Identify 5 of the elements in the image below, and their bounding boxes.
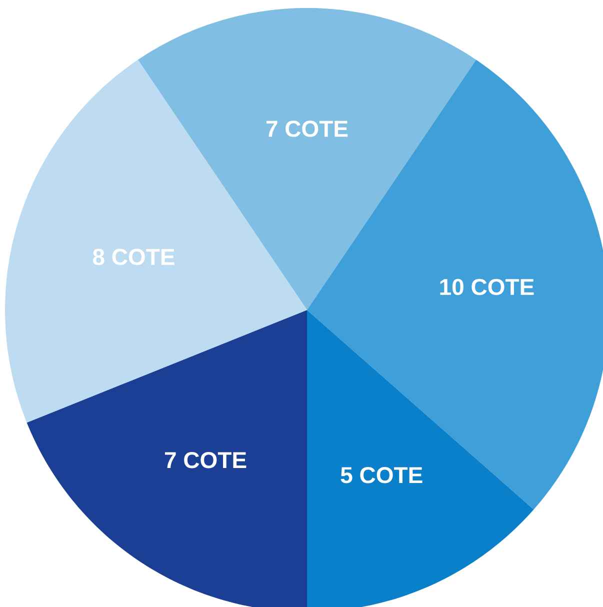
- slice-label: 7 COTE: [164, 452, 246, 468]
- slice-label: 5 COTE: [340, 466, 422, 484]
- slice-label: 8 COTE: [92, 248, 174, 266]
- slice-label: 10 COTE: [440, 278, 534, 296]
- slice-label: 7 COTE: [266, 120, 348, 137]
